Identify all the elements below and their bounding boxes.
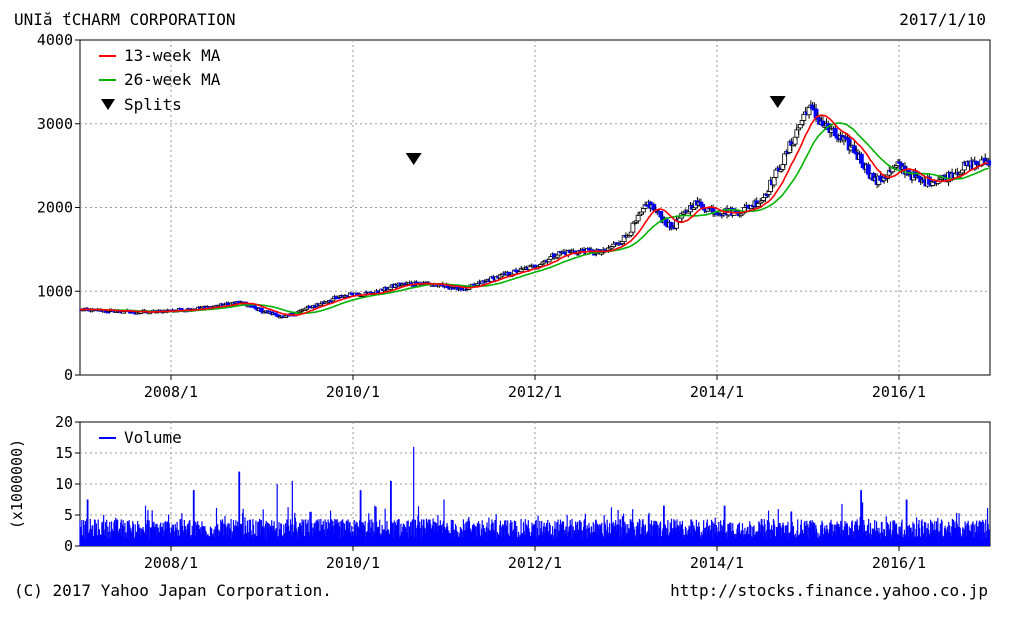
price-ytick-label: 3000 — [37, 115, 73, 133]
volume-ytick-label: 15 — [55, 444, 73, 462]
candle-body — [865, 164, 871, 175]
split-marker — [405, 153, 422, 165]
legend-splits-marker — [101, 99, 115, 110]
price-xtick-label: 2014/1 — [690, 383, 744, 401]
price-ytick-label: 4000 — [37, 31, 73, 49]
split-marker — [769, 96, 786, 108]
price-xtick-label: 2008/1 — [144, 383, 198, 401]
volume-unit-label: (x1000000) — [8, 439, 26, 529]
volume-ytick-label: 5 — [64, 506, 73, 524]
volume-panel: 0 5 10 15 20 2008/1 2010/1 2012/1 2014/1 2016/1 — [55, 413, 991, 572]
candle-body — [635, 214, 641, 222]
volume-ytick-label: 0 — [64, 537, 73, 555]
price-xtick-label: 2016/1 — [872, 383, 926, 401]
legend-splits-label: Splits — [124, 95, 182, 114]
price-ytick-label: 2000 — [37, 199, 73, 217]
footer-copyright: (C) 2017 Yahoo Japan Corporation. — [14, 581, 332, 600]
volume-ytick-label: 20 — [55, 413, 73, 431]
company-title: UNIă ťCHARM CORPORATION — [14, 10, 236, 29]
price-ytick-label: 1000 — [37, 282, 73, 300]
volume-xtick-label: 2008/1 — [144, 554, 198, 572]
volume-ytick-label: 10 — [55, 475, 73, 493]
legend-ma26-label: 26-week MA — [124, 70, 221, 89]
volume-xtick-label: 2012/1 — [508, 554, 562, 572]
volume-bars — [79, 446, 990, 546]
volume-xtick-label: 2010/1 — [326, 554, 380, 572]
ma26-line — [79, 122, 989, 315]
volume-xtick-label: 2014/1 — [690, 554, 744, 572]
price-legend: 13-week MA 26-week MA Splits — [99, 46, 221, 114]
price-ytick-label: 0 — [64, 366, 73, 384]
ma13-line — [79, 114, 989, 317]
chart-date: 2017/1/10 — [899, 10, 986, 29]
legend-ma13-label: 13-week MA — [124, 46, 221, 65]
candle-body — [832, 128, 838, 136]
price-xtick-label: 2012/1 — [508, 383, 562, 401]
price-xtick-label: 2010/1 — [326, 383, 380, 401]
volume-legend: Volume — [99, 428, 182, 447]
price-panel: 0 1000 2000 3000 4000 2008/1 2010/1 2012/1 2014/… — [37, 31, 992, 401]
footer-url: http://stocks.finance.yahoo.co.jp — [670, 581, 988, 600]
legend-volume-label: Volume — [124, 428, 182, 447]
candle-body — [858, 153, 864, 164]
volume-xtick-label: 2016/1 — [872, 554, 926, 572]
candle-body — [801, 113, 807, 121]
